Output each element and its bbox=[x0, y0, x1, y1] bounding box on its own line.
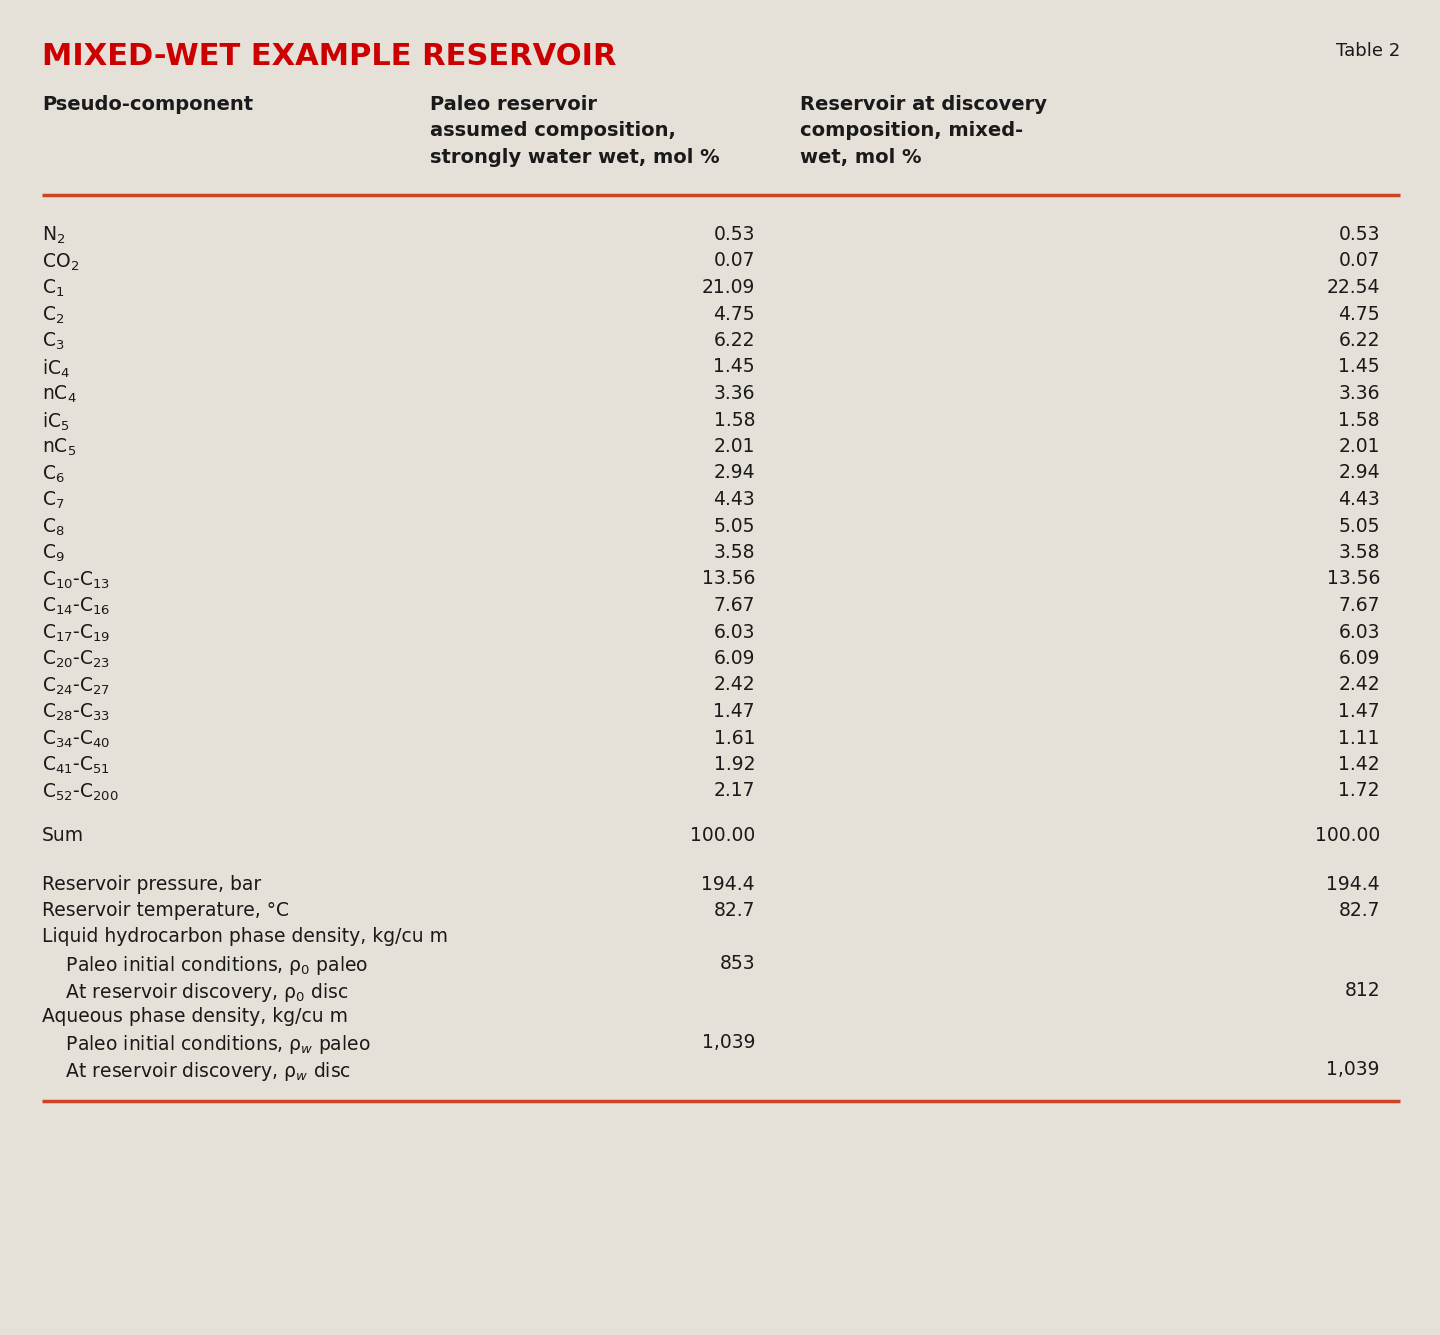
Text: 21.09: 21.09 bbox=[701, 278, 755, 296]
Text: C$_7$: C$_7$ bbox=[42, 490, 65, 511]
Text: 194.4: 194.4 bbox=[1326, 874, 1380, 893]
Text: 1.72: 1.72 bbox=[1339, 781, 1380, 801]
Text: CO$_2$: CO$_2$ bbox=[42, 251, 79, 272]
Text: C$_{10}$-C$_{13}$: C$_{10}$-C$_{13}$ bbox=[42, 570, 111, 591]
Text: C$_{52}$-C$_{200}$: C$_{52}$-C$_{200}$ bbox=[42, 781, 118, 802]
Text: 2.01: 2.01 bbox=[1339, 437, 1380, 457]
Text: 1.47: 1.47 bbox=[1338, 702, 1380, 721]
Text: C$_3$: C$_3$ bbox=[42, 331, 65, 352]
Text: 3.58: 3.58 bbox=[713, 543, 755, 562]
Text: Reservoir temperature, °C: Reservoir temperature, °C bbox=[42, 901, 289, 920]
Text: 6.09: 6.09 bbox=[713, 649, 755, 668]
Text: 853: 853 bbox=[720, 955, 755, 973]
Text: 2.42: 2.42 bbox=[1338, 676, 1380, 694]
Text: 22.54: 22.54 bbox=[1326, 278, 1380, 296]
Text: Paleo reservoir
assumed composition,
strongly water wet, mol %: Paleo reservoir assumed composition, str… bbox=[431, 95, 720, 167]
Text: C$_9$: C$_9$ bbox=[42, 543, 65, 565]
Text: Reservoir pressure, bar: Reservoir pressure, bar bbox=[42, 874, 261, 893]
Text: 1.92: 1.92 bbox=[713, 756, 755, 774]
Text: 13.56: 13.56 bbox=[701, 570, 755, 589]
Text: 3.58: 3.58 bbox=[1339, 543, 1380, 562]
Text: 0.07: 0.07 bbox=[713, 251, 755, 271]
Text: C$_{20}$-C$_{23}$: C$_{20}$-C$_{23}$ bbox=[42, 649, 111, 670]
Text: 5.05: 5.05 bbox=[1339, 517, 1380, 535]
Text: C$_{14}$-C$_{16}$: C$_{14}$-C$_{16}$ bbox=[42, 595, 111, 617]
Text: Sum: Sum bbox=[42, 826, 84, 845]
Text: 2.94: 2.94 bbox=[1338, 463, 1380, 482]
Text: 3.36: 3.36 bbox=[713, 384, 755, 403]
Text: Pseudo-component: Pseudo-component bbox=[42, 95, 253, 113]
Text: C$_6$: C$_6$ bbox=[42, 463, 65, 485]
Text: C$_2$: C$_2$ bbox=[42, 304, 65, 326]
Text: 812: 812 bbox=[1345, 980, 1380, 1000]
Text: C$_{28}$-C$_{33}$: C$_{28}$-C$_{33}$ bbox=[42, 702, 111, 724]
Text: 7.67: 7.67 bbox=[1339, 595, 1380, 615]
Text: C$_1$: C$_1$ bbox=[42, 278, 65, 299]
Text: Paleo initial conditions, ρ$_0$ paleo: Paleo initial conditions, ρ$_0$ paleo bbox=[42, 955, 369, 977]
Text: 2.94: 2.94 bbox=[713, 463, 755, 482]
Text: N$_2$: N$_2$ bbox=[42, 226, 65, 246]
Text: nC$_5$: nC$_5$ bbox=[42, 437, 76, 458]
Text: Aqueous phase density, kg/cu m: Aqueous phase density, kg/cu m bbox=[42, 1007, 348, 1027]
Text: Paleo initial conditions, ρ$_w$ paleo: Paleo initial conditions, ρ$_w$ paleo bbox=[42, 1033, 370, 1056]
Text: 1.11: 1.11 bbox=[1339, 729, 1380, 748]
Text: Table 2: Table 2 bbox=[1336, 41, 1400, 60]
Text: 3.36: 3.36 bbox=[1339, 384, 1380, 403]
Text: MIXED-WET EXAMPLE RESERVOIR: MIXED-WET EXAMPLE RESERVOIR bbox=[42, 41, 616, 71]
Text: 4.75: 4.75 bbox=[713, 304, 755, 323]
Text: 0.53: 0.53 bbox=[1339, 226, 1380, 244]
Text: C$_8$: C$_8$ bbox=[42, 517, 65, 538]
Text: 1.45: 1.45 bbox=[713, 358, 755, 376]
Text: 82.7: 82.7 bbox=[1339, 901, 1380, 920]
Text: 1.61: 1.61 bbox=[713, 729, 755, 748]
Text: iC$_4$: iC$_4$ bbox=[42, 358, 71, 379]
Text: iC$_5$: iC$_5$ bbox=[42, 410, 69, 433]
Text: C$_{41}$-C$_{51}$: C$_{41}$-C$_{51}$ bbox=[42, 756, 109, 776]
Text: nC$_4$: nC$_4$ bbox=[42, 384, 76, 406]
Text: 1.42: 1.42 bbox=[1338, 756, 1380, 774]
Text: 100.00: 100.00 bbox=[1315, 826, 1380, 845]
Text: 6.22: 6.22 bbox=[1339, 331, 1380, 350]
Text: 2.01: 2.01 bbox=[713, 437, 755, 457]
Text: 82.7: 82.7 bbox=[713, 901, 755, 920]
Text: At reservoir discovery, ρ$_0$ disc: At reservoir discovery, ρ$_0$ disc bbox=[42, 980, 348, 1004]
Text: 1,039: 1,039 bbox=[701, 1033, 755, 1052]
Text: 2.17: 2.17 bbox=[713, 781, 755, 801]
Text: 0.07: 0.07 bbox=[1339, 251, 1380, 271]
Text: 2.42: 2.42 bbox=[713, 676, 755, 694]
Text: C$_{34}$-C$_{40}$: C$_{34}$-C$_{40}$ bbox=[42, 729, 111, 750]
Text: 4.75: 4.75 bbox=[1338, 304, 1380, 323]
Text: 6.22: 6.22 bbox=[713, 331, 755, 350]
Text: 4.43: 4.43 bbox=[713, 490, 755, 509]
Text: 5.05: 5.05 bbox=[713, 517, 755, 535]
Text: 4.43: 4.43 bbox=[1338, 490, 1380, 509]
Text: 6.03: 6.03 bbox=[713, 622, 755, 642]
Text: 1.58: 1.58 bbox=[1339, 410, 1380, 430]
Text: C$_{24}$-C$_{27}$: C$_{24}$-C$_{27}$ bbox=[42, 676, 111, 697]
Text: C$_{17}$-C$_{19}$: C$_{17}$-C$_{19}$ bbox=[42, 622, 111, 643]
Text: Liquid hydrocarbon phase density, kg/cu m: Liquid hydrocarbon phase density, kg/cu … bbox=[42, 928, 448, 947]
Text: 6.03: 6.03 bbox=[1339, 622, 1380, 642]
Text: 7.67: 7.67 bbox=[713, 595, 755, 615]
Text: 1.45: 1.45 bbox=[1338, 358, 1380, 376]
Text: 1,039: 1,039 bbox=[1326, 1060, 1380, 1079]
Text: 1.58: 1.58 bbox=[713, 410, 755, 430]
Text: At reservoir discovery, ρ$_w$ disc: At reservoir discovery, ρ$_w$ disc bbox=[42, 1060, 351, 1083]
Text: 6.09: 6.09 bbox=[1339, 649, 1380, 668]
Text: Reservoir at discovery
composition, mixed-
wet, mol %: Reservoir at discovery composition, mixe… bbox=[801, 95, 1047, 167]
Text: 100.00: 100.00 bbox=[690, 826, 755, 845]
Text: 13.56: 13.56 bbox=[1326, 570, 1380, 589]
Text: 194.4: 194.4 bbox=[701, 874, 755, 893]
Text: 0.53: 0.53 bbox=[713, 226, 755, 244]
Text: 1.47: 1.47 bbox=[713, 702, 755, 721]
